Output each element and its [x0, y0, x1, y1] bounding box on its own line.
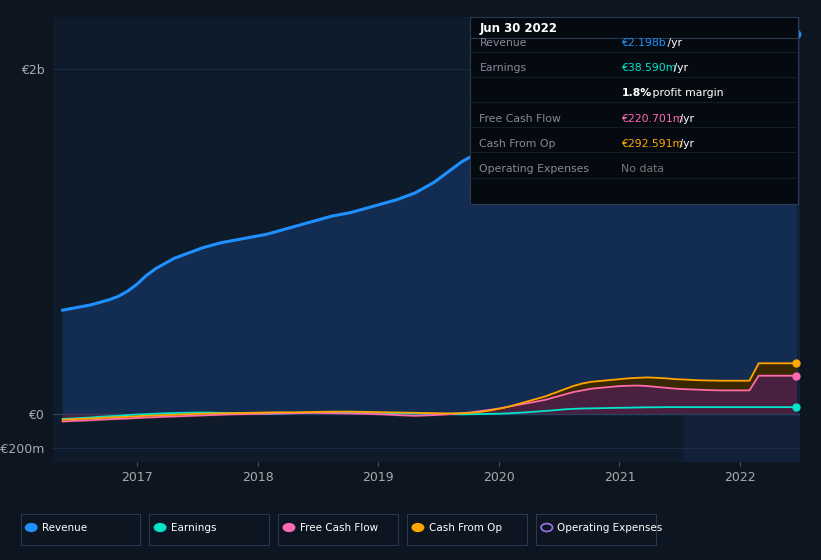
Text: 1.8%: 1.8%: [621, 88, 652, 99]
Text: profit margin: profit margin: [649, 88, 723, 99]
Text: Jun 30 2022: Jun 30 2022: [479, 22, 557, 35]
Text: Revenue: Revenue: [42, 523, 87, 533]
Text: Operating Expenses: Operating Expenses: [479, 164, 589, 174]
Text: /yr: /yr: [670, 63, 688, 73]
Text: €38.590m: €38.590m: [621, 63, 677, 73]
Text: €220.701m: €220.701m: [621, 114, 684, 124]
Text: Earnings: Earnings: [171, 523, 216, 533]
Text: Operating Expenses: Operating Expenses: [557, 523, 663, 533]
Text: /yr: /yr: [663, 38, 681, 48]
Text: No data: No data: [621, 164, 664, 174]
Text: Free Cash Flow: Free Cash Flow: [300, 523, 378, 533]
Text: Free Cash Flow: Free Cash Flow: [479, 114, 562, 124]
Text: Earnings: Earnings: [479, 63, 526, 73]
Text: €292.591m: €292.591m: [621, 139, 684, 149]
Text: Revenue: Revenue: [479, 38, 527, 48]
Text: Cash From Op: Cash From Op: [479, 139, 556, 149]
Bar: [685, 17, 800, 462]
Text: /yr: /yr: [676, 139, 694, 149]
Text: /yr: /yr: [676, 114, 694, 124]
Text: Cash From Op: Cash From Op: [429, 523, 502, 533]
Text: €2.198b: €2.198b: [621, 38, 667, 48]
